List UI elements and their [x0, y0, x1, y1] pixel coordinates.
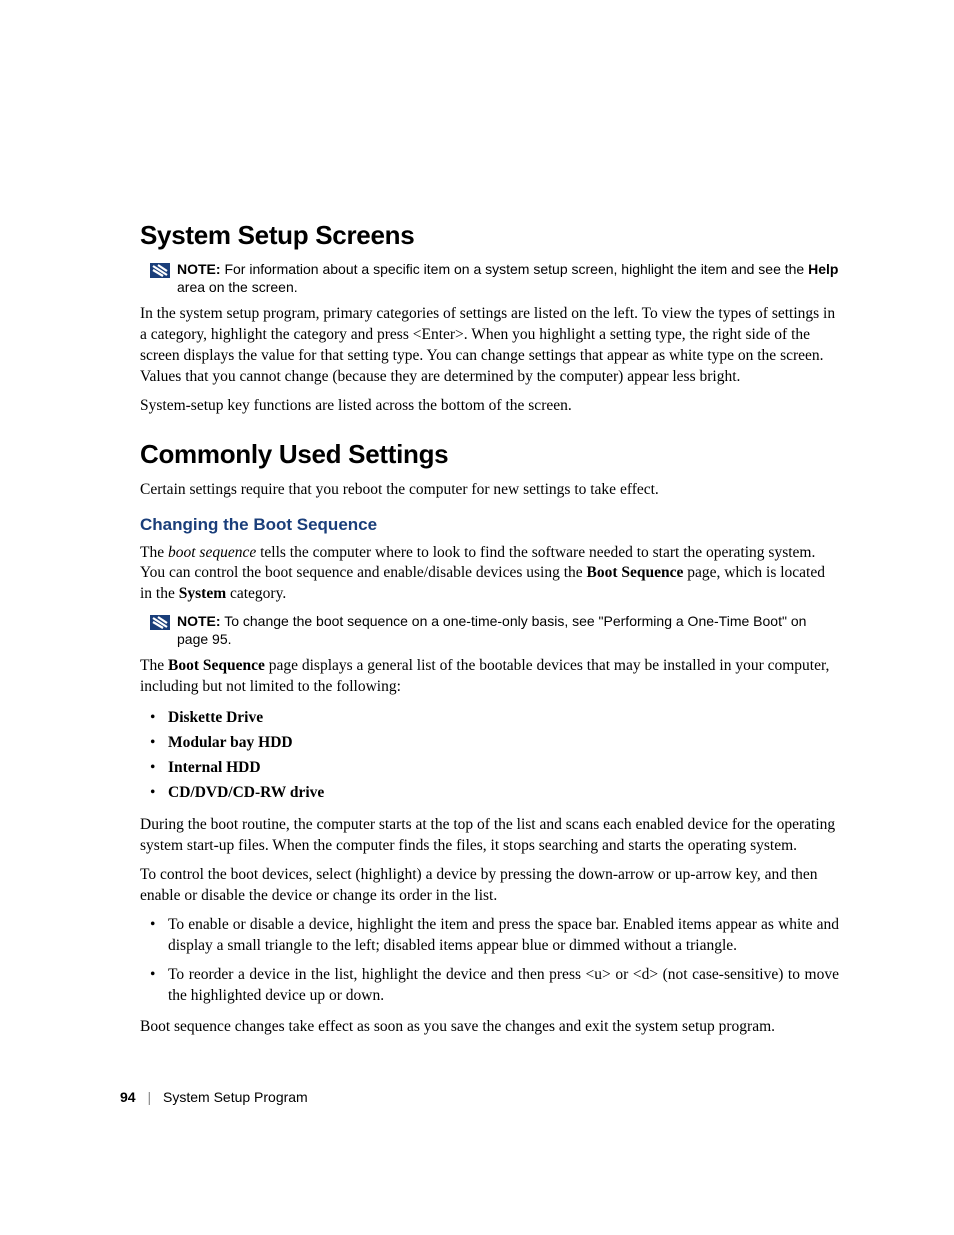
note-content-before: For information about a specific item on…: [221, 261, 809, 277]
footer-divider: |: [147, 1089, 151, 1105]
note-content: To change the boot sequence on a one-tim…: [177, 613, 806, 647]
body-paragraph: The boot sequence tells the computer whe…: [140, 543, 839, 606]
body-paragraph: To control the boot devices, select (hig…: [140, 865, 839, 907]
bold-boot-sequence: Boot Sequence: [587, 564, 684, 581]
device-list-item: Internal HDD: [168, 756, 839, 781]
note-text: NOTE: To change the boot sequence on a o…: [177, 613, 839, 648]
note-content-after: area on the screen.: [177, 279, 298, 295]
body-paragraph: Certain settings require that you reboot…: [140, 480, 839, 501]
body-paragraph: In the system setup program, primary cat…: [140, 304, 839, 388]
note-text: NOTE: For information about a specific i…: [177, 261, 839, 296]
note-label: NOTE:: [177, 613, 221, 629]
note-icon: [150, 263, 170, 278]
text-run: The: [140, 544, 168, 561]
note-bold-help: Help: [808, 261, 838, 277]
text-run: The: [140, 657, 168, 674]
action-list: To enable or disable a device, highlight…: [140, 915, 839, 1007]
device-list-item: Modular bay HDD: [168, 731, 839, 756]
note-label: NOTE:: [177, 261, 221, 277]
note-block: NOTE: To change the boot sequence on a o…: [140, 613, 839, 648]
body-paragraph: During the boot routine, the computer st…: [140, 815, 839, 857]
body-paragraph: Boot sequence changes take effect as soo…: [140, 1017, 839, 1038]
page-footer: 94 | System Setup Program: [120, 1089, 308, 1105]
document-page: System Setup Screens NOTE: For informati…: [0, 0, 954, 1038]
page-number: 94: [120, 1089, 136, 1105]
action-list-item: To reorder a device in the list, highlig…: [168, 965, 839, 1007]
section-heading-system-setup-screens: System Setup Screens: [140, 220, 839, 251]
footer-section-title: System Setup Program: [163, 1089, 308, 1105]
bold-boot-sequence: Boot Sequence: [168, 657, 265, 674]
note-block: NOTE: For information about a specific i…: [140, 261, 839, 296]
italic-boot-sequence: boot sequence: [168, 544, 256, 561]
device-list-item: CD/DVD/CD-RW drive: [168, 781, 839, 806]
note-icon: [150, 615, 170, 630]
section-heading-commonly-used-settings: Commonly Used Settings: [140, 439, 839, 470]
action-list-item: To enable or disable a device, highlight…: [168, 915, 839, 957]
device-list: Diskette Drive Modular bay HDD Internal …: [140, 706, 839, 805]
bold-system: System: [179, 585, 226, 602]
subsection-heading-changing-boot-sequence: Changing the Boot Sequence: [140, 515, 839, 535]
device-list-item: Diskette Drive: [168, 706, 839, 731]
body-paragraph: The Boot Sequence page displays a genera…: [140, 656, 839, 698]
body-paragraph: System-setup key functions are listed ac…: [140, 396, 839, 417]
text-run: category.: [226, 585, 286, 602]
